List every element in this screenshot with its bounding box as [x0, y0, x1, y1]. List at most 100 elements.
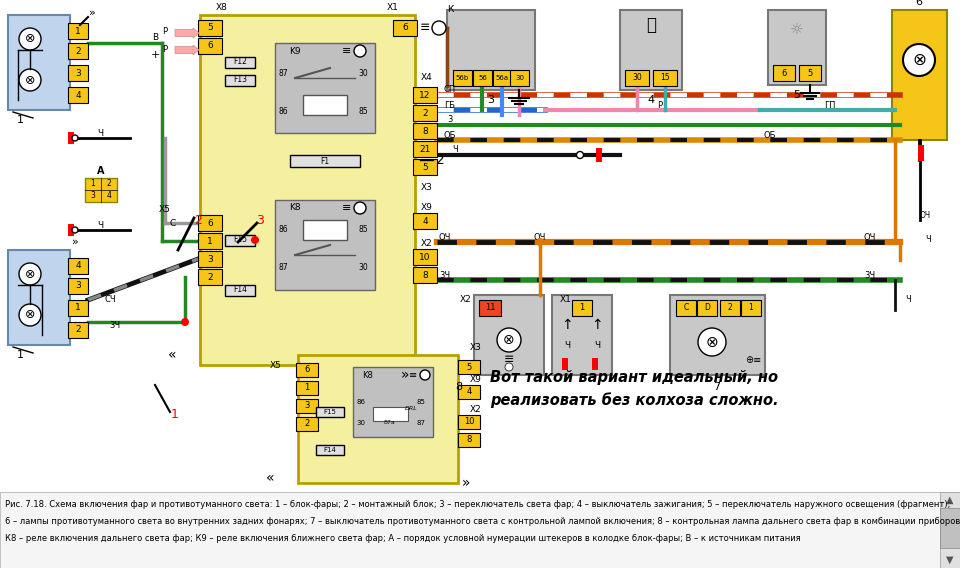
- Bar: [453, 70, 472, 86]
- Text: 30: 30: [356, 420, 366, 426]
- Bar: [510, 70, 529, 86]
- Text: X5: X5: [159, 206, 171, 215]
- Text: X9: X9: [470, 375, 482, 385]
- Text: 6: 6: [402, 23, 408, 32]
- Text: 30: 30: [515, 75, 524, 81]
- Bar: [353, 367, 433, 437]
- Bar: [562, 358, 568, 370]
- Text: 1: 1: [75, 27, 81, 35]
- Text: 3: 3: [488, 95, 494, 105]
- Text: ☼: ☼: [790, 23, 804, 37]
- Bar: [413, 87, 437, 103]
- Text: 4: 4: [75, 261, 81, 270]
- Bar: [393, 20, 417, 36]
- Text: С: С: [170, 219, 176, 228]
- Text: 1: 1: [580, 303, 585, 312]
- Bar: [741, 300, 761, 316]
- Text: 7: 7: [713, 382, 721, 392]
- Text: 10: 10: [464, 417, 474, 427]
- Text: ГБ: ГБ: [444, 101, 455, 110]
- Text: К8 – реле включения дальнего света фар; К9 – реле включения ближнего света фар; : К8 – реле включения дальнего света фар; …: [5, 534, 801, 543]
- Bar: [225, 57, 255, 68]
- Text: 85: 85: [417, 399, 425, 405]
- Text: 6: 6: [916, 0, 923, 7]
- Text: ОЧ: ОЧ: [864, 232, 876, 241]
- Text: X2: X2: [470, 406, 482, 415]
- Bar: [198, 20, 222, 36]
- Text: ⊗: ⊗: [25, 32, 36, 45]
- Circle shape: [72, 135, 78, 141]
- Text: 3Ч: 3Ч: [440, 270, 450, 279]
- Bar: [225, 235, 255, 246]
- Text: Ч: Ч: [97, 220, 103, 229]
- Text: 10: 10: [420, 253, 431, 261]
- Bar: [373, 407, 408, 421]
- Text: 2: 2: [107, 179, 111, 189]
- Text: СЧ: СЧ: [105, 295, 116, 304]
- Text: ОЧ: ОЧ: [534, 232, 546, 241]
- Text: K9: K9: [289, 47, 300, 56]
- Circle shape: [698, 328, 726, 356]
- Circle shape: [497, 328, 521, 352]
- Text: 85: 85: [358, 225, 368, 235]
- Bar: [198, 215, 222, 231]
- Bar: [68, 258, 88, 274]
- Bar: [68, 65, 88, 81]
- Bar: [298, 355, 458, 483]
- Circle shape: [19, 69, 41, 91]
- Text: 8: 8: [467, 436, 471, 445]
- Text: 3Ч: 3Ч: [109, 320, 121, 329]
- Bar: [447, 10, 535, 90]
- Text: »: »: [72, 237, 79, 247]
- Bar: [198, 269, 222, 285]
- Text: 15: 15: [660, 73, 670, 82]
- Bar: [592, 358, 598, 370]
- Text: »: »: [400, 368, 409, 382]
- Text: А: А: [97, 166, 105, 176]
- Text: ▼: ▼: [947, 555, 953, 565]
- Text: ≡: ≡: [420, 22, 430, 35]
- Bar: [413, 105, 437, 121]
- Text: X2: X2: [460, 295, 472, 304]
- Bar: [290, 155, 360, 167]
- Text: F15: F15: [324, 409, 336, 415]
- Bar: [198, 38, 222, 54]
- Text: 1: 1: [16, 350, 23, 360]
- Bar: [940, 508, 960, 548]
- Text: 2: 2: [304, 420, 310, 428]
- Text: 1: 1: [171, 408, 179, 421]
- Text: 3: 3: [75, 69, 81, 77]
- Text: реализовать без колхоза сложно.: реализовать без колхоза сложно.: [490, 392, 779, 408]
- FancyArrow shape: [175, 45, 199, 55]
- Bar: [303, 95, 347, 115]
- Bar: [799, 65, 821, 81]
- Text: 6: 6: [781, 69, 786, 77]
- Text: »: »: [88, 8, 95, 18]
- Bar: [892, 10, 947, 140]
- Bar: [473, 70, 492, 86]
- Text: 1: 1: [75, 303, 81, 312]
- Text: 4: 4: [422, 216, 428, 225]
- Bar: [940, 492, 960, 568]
- Text: ОЧ: ОЧ: [920, 211, 930, 219]
- Bar: [68, 224, 74, 236]
- Text: К: К: [446, 6, 453, 15]
- Circle shape: [505, 363, 513, 371]
- Text: 1: 1: [749, 303, 754, 312]
- Text: X5: X5: [270, 361, 282, 370]
- Text: 5: 5: [807, 69, 812, 77]
- Text: F13: F13: [233, 76, 247, 85]
- Bar: [316, 445, 344, 455]
- Text: Р: Р: [162, 44, 168, 53]
- Text: Вот такой вариант идеальный, но: Вот такой вариант идеальный, но: [490, 370, 778, 385]
- Text: 4: 4: [75, 90, 81, 99]
- Text: 1: 1: [16, 115, 23, 125]
- Text: Ч: Ч: [564, 340, 570, 349]
- Text: 87: 87: [278, 69, 288, 77]
- Text: ▲: ▲: [947, 495, 953, 505]
- Bar: [458, 385, 480, 399]
- Bar: [625, 70, 649, 86]
- Text: ↑: ↑: [591, 318, 603, 332]
- Bar: [552, 295, 612, 375]
- Text: X1: X1: [560, 295, 572, 304]
